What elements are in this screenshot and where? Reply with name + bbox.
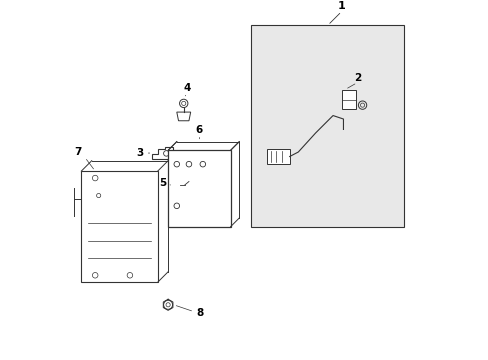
Text: 5: 5 [159,178,166,188]
Text: 6: 6 [195,125,203,135]
Text: 8: 8 [196,309,203,319]
Text: 7: 7 [74,147,81,157]
Text: 1: 1 [337,1,345,12]
FancyBboxPatch shape [251,25,404,227]
Text: 2: 2 [353,73,360,82]
FancyBboxPatch shape [168,150,230,227]
Text: 4: 4 [183,83,190,93]
FancyBboxPatch shape [341,90,355,109]
Text: 3: 3 [136,148,143,158]
FancyBboxPatch shape [266,149,289,164]
